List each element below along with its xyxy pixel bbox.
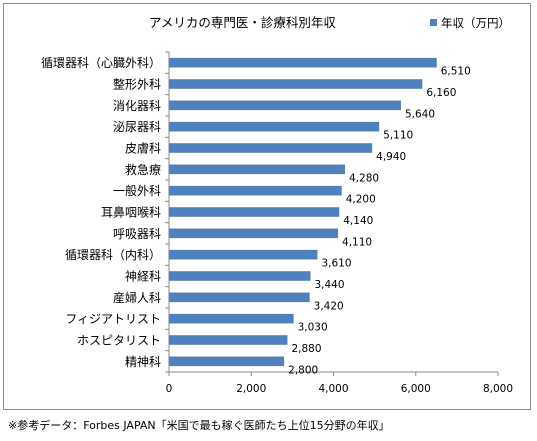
data-label: 6,160 [426, 87, 456, 99]
bar [169, 292, 310, 303]
chart-frame: アメリカの専門医・診療科別年収 年収（万円） 0 2,000 4,000 6,000 8… [3, 3, 531, 410]
category-label: 皮膚科 [125, 141, 161, 156]
data-label: 6,510 [441, 66, 471, 78]
category-label: 精神科 [125, 355, 161, 369]
data-label: 3,610 [321, 258, 351, 270]
category-label: 呼吸器科 [113, 227, 161, 241]
x-tick-label: 6,000 [401, 383, 431, 395]
bar [169, 164, 346, 175]
data-label: 4,140 [343, 215, 373, 227]
bar [169, 57, 437, 68]
x-tick-label: 0 [166, 383, 173, 395]
data-label: 4,280 [349, 172, 379, 184]
data-label: 2,880 [291, 343, 321, 355]
data-label: 3,030 [298, 322, 328, 334]
bar [169, 249, 318, 260]
data-label: 4,940 [376, 151, 406, 163]
bar [169, 143, 373, 153]
bar [169, 100, 401, 111]
data-label: 3,420 [314, 300, 344, 312]
bar [169, 207, 340, 217]
data-label: 4,200 [346, 194, 376, 206]
category-label: 泌尿器科 [113, 120, 161, 134]
bar [169, 228, 339, 239]
data-label: 4,110 [342, 236, 372, 248]
category-label: 消化器科 [113, 99, 161, 113]
legend: 年収（万円） [430, 16, 510, 30]
category-label: 耳鼻咽喉科 [101, 205, 161, 220]
data-label: 5,110 [383, 130, 413, 142]
category-label: 救急療 [125, 162, 161, 177]
source-footnote: ※参考データ：Forbes JAPAN「米国で最も稼ぐ医師たち上位15分野の年収… [8, 419, 390, 432]
category-label: 神経科 [125, 270, 161, 284]
data-label: 5,640 [405, 108, 435, 120]
legend-label: 年収（万円） [441, 16, 510, 30]
chart-title: アメリカの専門医・診療科別年収 [149, 15, 336, 30]
data-label: 3,440 [314, 279, 344, 291]
bar [169, 356, 285, 367]
category-label: フィジアトリスト [65, 312, 161, 326]
bar [169, 185, 342, 196]
category-label: 一般外科 [113, 183, 161, 198]
legend-swatch [430, 19, 437, 26]
bar [169, 271, 311, 281]
category-label: 産婦人科 [113, 290, 161, 305]
plot-area: 0 2,000 4,000 6,000 8,000 循環器科（心臓外科） 6,510 整形外科… [41, 51, 513, 395]
bar [169, 79, 423, 89]
category-label: ホスピタリスト [77, 334, 161, 348]
x-tick-label: 2,000 [236, 383, 266, 395]
bar [169, 121, 380, 132]
bar [169, 313, 294, 324]
bar-chart: アメリカの専門医・診療科別年収 年収（万円） 0 2,000 4,000 6,000 8… [41, 15, 513, 395]
bar [169, 335, 288, 345]
data-label: 2,800 [288, 364, 318, 376]
x-tick-label: 4,000 [318, 383, 348, 395]
x-tick-label: 8,000 [483, 383, 513, 395]
category-label: 循環器科（内科） [65, 248, 161, 262]
category-label: 整形外科 [113, 77, 161, 92]
category-label: 循環器科（心臓外科） [41, 56, 161, 70]
